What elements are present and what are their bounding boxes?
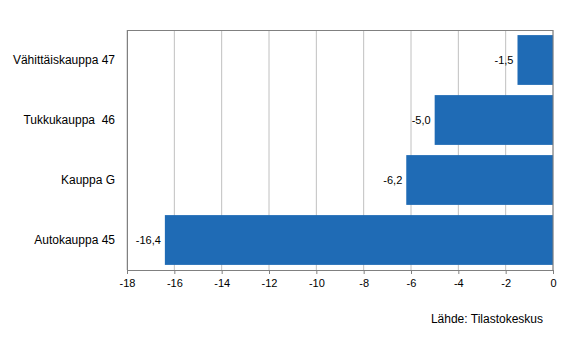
source-note: Lähde: Tilastokeskus	[431, 312, 543, 326]
category-label: Tukkukauppa 46	[23, 113, 115, 127]
tick: -4	[454, 270, 464, 289]
data-label: -1,5	[495, 54, 514, 66]
tick-label: -10	[309, 277, 325, 289]
tick-mark	[411, 270, 412, 274]
tick-label: -4	[454, 277, 464, 289]
tick: -16	[167, 270, 183, 289]
y-axis: Vähittäiskauppa 47 Tukkukauppa 46 Kauppa G…	[13, 31, 128, 271]
tick-label: -14	[214, 277, 230, 289]
x-axis-line	[128, 271, 554, 275]
category-label: Autokauppa 45	[34, 233, 115, 247]
tick-label: -18	[120, 277, 136, 289]
tick: -2	[501, 270, 511, 289]
bar	[406, 155, 553, 205]
tick-mark	[506, 270, 507, 274]
bar	[165, 215, 553, 265]
tick-mark	[127, 270, 128, 274]
grid	[127, 30, 553, 270]
tick: -6	[407, 270, 417, 289]
tick-mark	[269, 270, 270, 274]
grid-line	[553, 30, 554, 270]
frame-top	[127, 30, 553, 31]
data-labels: -1,5 -5,0 -6,2 -16,4	[136, 54, 514, 246]
tick-label: -16	[167, 277, 183, 289]
tick-mark	[174, 270, 175, 274]
tick: Autokauppa 45	[34, 233, 127, 247]
data-label: -5,0	[412, 114, 431, 126]
bar	[518, 35, 554, 85]
tick-mark	[458, 270, 459, 274]
tick-mark	[316, 270, 317, 274]
tick-label: -8	[359, 277, 369, 289]
tick: Tukkukauppa 46	[23, 113, 127, 127]
tick-label: 0	[550, 277, 556, 289]
x-axis: -18 -16 -14 -12 -10 -8 -6 -4 -2 0	[120, 270, 557, 289]
tick: -8	[359, 270, 369, 289]
tick-mark	[222, 270, 223, 274]
grid-line	[127, 30, 128, 270]
tick-mark	[553, 270, 554, 274]
data-label: -6,2	[383, 174, 402, 186]
data-label: -16,4	[136, 234, 161, 246]
tick: Vähittäiskauppa 47	[13, 53, 127, 67]
tick: -10	[309, 270, 325, 289]
tick-mark	[364, 270, 365, 274]
bar	[435, 95, 553, 145]
tick: -14	[214, 270, 230, 289]
category-label: Vähittäiskauppa 47	[13, 53, 115, 67]
tick-label: -6	[407, 277, 417, 289]
tick: -18	[120, 270, 136, 289]
tick: -12	[262, 270, 278, 289]
tick-label: -12	[262, 277, 278, 289]
category-label: Kauppa G	[61, 173, 115, 187]
tick: 0	[550, 270, 556, 289]
y-axis-line	[127, 31, 128, 271]
zero-line	[553, 30, 554, 270]
bars	[165, 35, 553, 265]
chart: -18 -16 -14 -12 -10 -8 -6 -4 -2 0 Vähittäiskauppa …	[0, 0, 566, 361]
tick-label: -2	[501, 277, 511, 289]
tick: Kauppa G	[61, 173, 127, 187]
